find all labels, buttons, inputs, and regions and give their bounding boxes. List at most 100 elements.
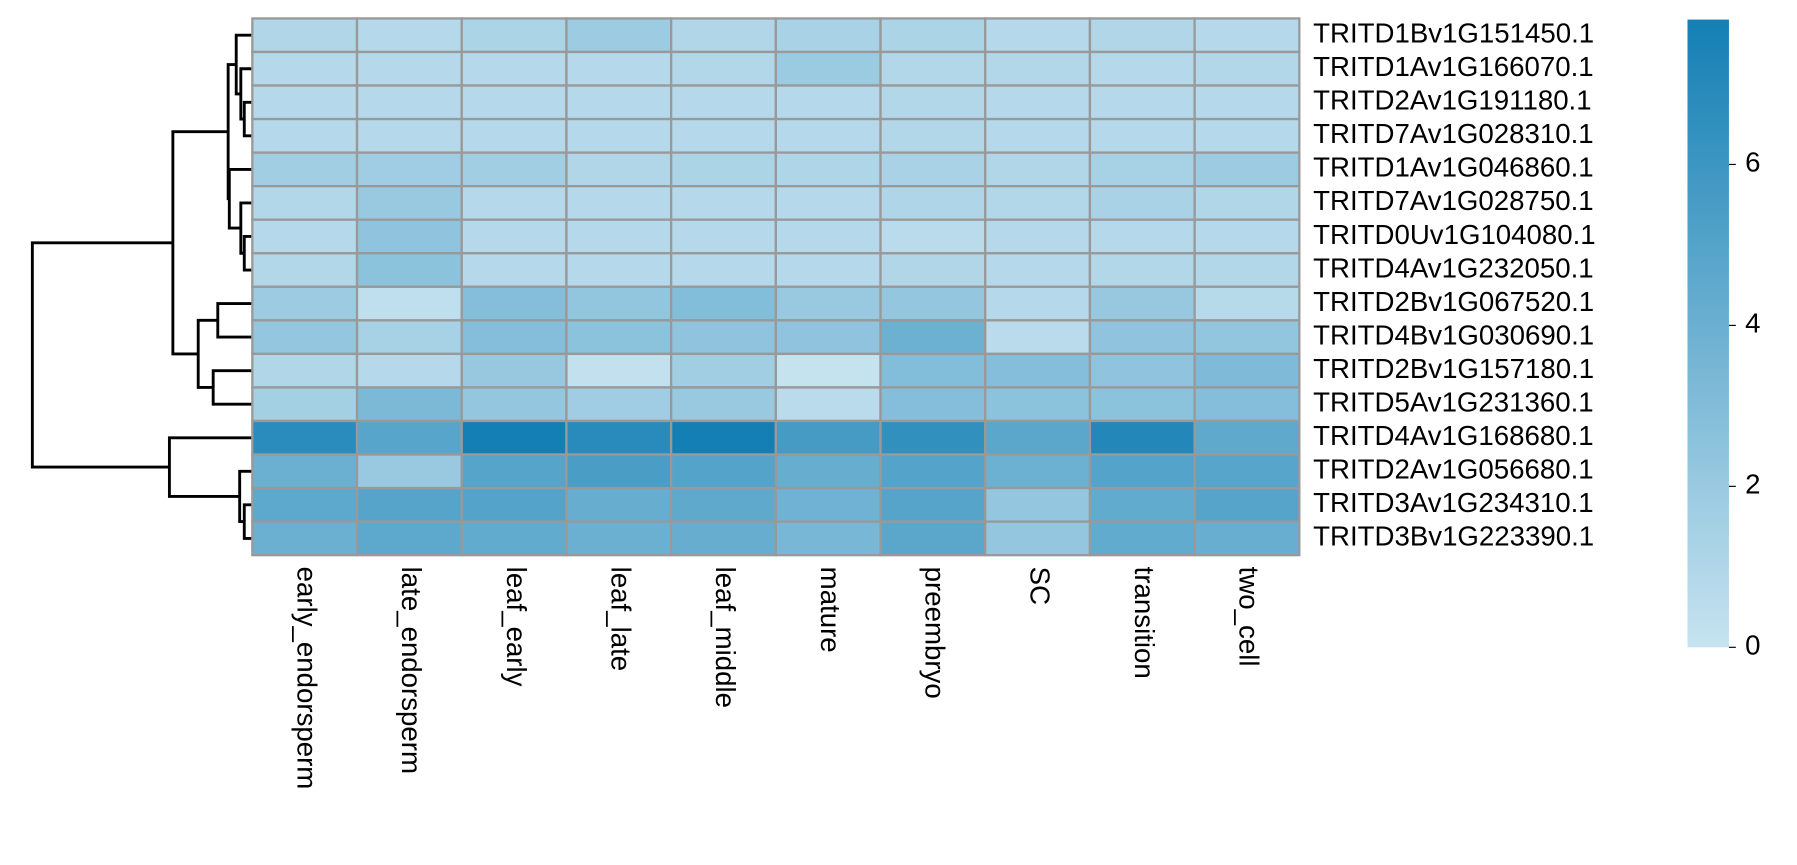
row-label: TRITD4Av1G168680.1 — [1313, 420, 1594, 451]
colorbar-tick-label: 6 — [1745, 147, 1760, 178]
heatmap-cell — [565, 151, 673, 188]
heatmap-cell — [984, 50, 1092, 87]
heatmap-cell — [1088, 185, 1196, 221]
column-label: mature — [815, 567, 846, 653]
heatmap-cell — [879, 520, 987, 557]
heatmap-cell — [1193, 84, 1301, 121]
heatmap-cell — [879, 285, 987, 322]
heatmap-cell — [251, 151, 359, 188]
heatmap-cell — [774, 453, 882, 490]
heatmap-cell — [1088, 151, 1196, 188]
heatmap-cell — [251, 352, 359, 389]
heatmap-cell — [879, 252, 987, 288]
heatmap-cell — [1193, 252, 1301, 288]
row-dendrogram — [30, 33, 253, 540]
heatmap-cell — [984, 486, 1092, 523]
heatmap-cell — [669, 453, 777, 490]
heatmap-cell — [1088, 352, 1196, 389]
heatmap-cell — [984, 151, 1092, 188]
heatmap-cell — [984, 453, 1092, 490]
heatmap-cell — [774, 50, 882, 87]
heatmap-cell — [460, 319, 568, 356]
heatmap-cell — [460, 520, 568, 557]
heatmap-cell — [774, 117, 882, 154]
heatmap-cell — [774, 486, 882, 523]
heatmap-cell — [1193, 386, 1301, 423]
row-label: TRITD2Bv1G067520.1 — [1313, 286, 1594, 317]
row-label: TRITD2Av1G191180.1 — [1313, 85, 1591, 116]
heatmap-cell — [251, 520, 359, 557]
heatmap-cell — [669, 117, 777, 154]
heatmap-cell — [669, 486, 777, 523]
heatmap-cell — [1193, 185, 1301, 221]
heatmap-cell — [879, 386, 987, 423]
heatmap-cell — [460, 50, 568, 87]
row-label: TRITD0Uv1G104080.1 — [1313, 219, 1596, 250]
heatmap-cell — [251, 386, 359, 423]
heatmap-cell — [984, 218, 1092, 255]
heatmap-cell — [669, 218, 777, 255]
heatmap-cell — [251, 218, 359, 255]
heatmap-cell — [879, 319, 987, 356]
column-label: preembryo — [920, 567, 951, 699]
heatmap-cell — [669, 419, 777, 456]
colorbar — [1687, 19, 1729, 648]
heatmap-cell — [669, 17, 777, 54]
heatmap-cell — [879, 352, 987, 389]
heatmap-cell — [460, 453, 568, 490]
heatmap-cell — [460, 185, 568, 221]
colorbar-tick-label: 0 — [1745, 630, 1760, 661]
heatmap-cell — [565, 17, 673, 54]
column-label: leaf_middle — [710, 567, 741, 708]
heatmap-cell — [1088, 17, 1196, 54]
heatmap-cell — [669, 252, 777, 288]
heatmap-cell — [879, 84, 987, 121]
heatmap-cell — [774, 520, 882, 557]
heatmap-cell — [1088, 453, 1196, 490]
heatmap-cell — [1088, 84, 1196, 121]
heatmap-cell — [1088, 252, 1196, 288]
heatmap-cell — [565, 84, 673, 121]
heatmap-cell — [984, 17, 1092, 54]
heatmap-cell — [355, 453, 463, 490]
heatmap-cell — [355, 285, 463, 322]
heatmap-cell — [251, 319, 359, 356]
row-label: TRITD7Av1G028310.1 — [1313, 118, 1594, 149]
heatmap-cell — [355, 151, 463, 188]
heatmap-cell — [251, 84, 359, 121]
heatmap-cell — [1193, 17, 1301, 54]
heatmap-cell — [774, 218, 882, 255]
dendrogram-branch — [234, 33, 253, 96]
heatmap-cell — [460, 117, 568, 154]
heatmap-cell — [355, 117, 463, 154]
heatmap-cell — [1088, 319, 1196, 356]
heatmap-cell — [460, 252, 568, 288]
heatmap-cell — [355, 319, 463, 356]
heatmap-cell — [984, 520, 1092, 557]
heatmap-cell — [355, 218, 463, 255]
heatmap-cell — [879, 151, 987, 188]
heatmap-cell — [879, 185, 987, 221]
heatmap-cell — [1088, 486, 1196, 523]
heatmap-cell — [879, 453, 987, 490]
heatmap-cell — [251, 419, 359, 456]
heatmap-cell — [1193, 218, 1301, 255]
heatmap-cell — [1088, 218, 1196, 255]
colorbar-tick-label: 2 — [1745, 469, 1760, 500]
heatmap-cell — [774, 386, 882, 423]
row-label: TRITD3Bv1G223390.1 — [1313, 521, 1594, 552]
heatmap-cell — [460, 352, 568, 389]
row-label: TRITD1Av1G046860.1 — [1313, 152, 1594, 183]
heatmap-cell — [460, 84, 568, 121]
heatmap-cell — [669, 386, 777, 423]
heatmap-cell — [460, 285, 568, 322]
column-label: SC — [1024, 567, 1055, 605]
row-label: TRITD5Av1G231360.1 — [1313, 387, 1594, 418]
heatmap-cell — [565, 520, 673, 557]
heatmap-cell — [669, 352, 777, 389]
heatmap-cell — [669, 50, 777, 87]
dendrogram-branch — [242, 503, 253, 540]
heatmap-cell — [355, 352, 463, 389]
heatmap-cell — [251, 50, 359, 87]
heatmap-cell — [565, 419, 673, 456]
